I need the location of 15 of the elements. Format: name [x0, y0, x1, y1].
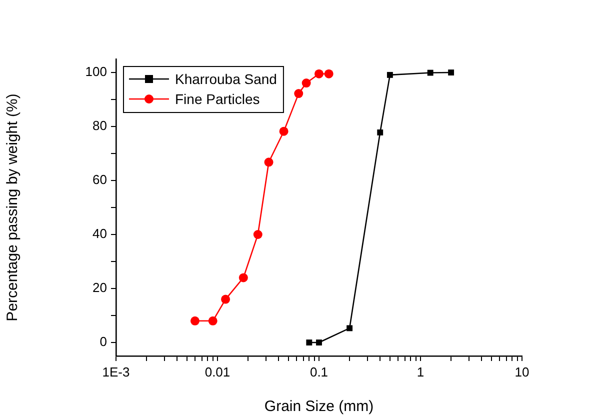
legend-label: Kharrouba Sand [175, 70, 277, 87]
y-tick-label: 80 [92, 118, 107, 134]
y-tick-label: 60 [92, 172, 107, 188]
x-tick-label: 0.01 [204, 364, 230, 380]
y-tick-label: 100 [85, 64, 107, 80]
x-axis-title: Grain Size (mm) [264, 398, 374, 416]
x-tick-label: 10 [514, 364, 530, 380]
x-tick-label: 0.1 [310, 364, 328, 380]
y-tick-label: 40 [92, 226, 107, 242]
y-axis-title: Percentage passing by weight (%) [4, 94, 22, 322]
x-tick-label: 1 [416, 364, 424, 380]
x-tick-label: 1E-3 [102, 364, 130, 380]
y-tick-label: 20 [92, 280, 107, 296]
y-tick-label: 0 [100, 334, 107, 350]
legend-label: Fine Particles [175, 90, 260, 107]
